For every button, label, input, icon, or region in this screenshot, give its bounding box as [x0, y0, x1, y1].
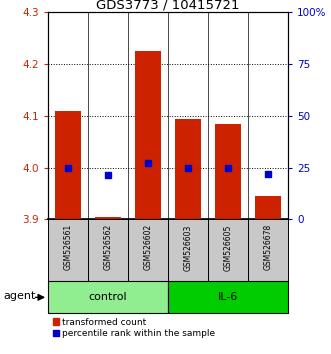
Bar [248, 219, 288, 281]
Bar [215, 124, 241, 219]
Text: GSM526605: GSM526605 [223, 224, 232, 270]
Text: control: control [89, 292, 127, 302]
Text: IL-6: IL-6 [218, 292, 238, 302]
Bar [128, 219, 168, 281]
Text: GSM526561: GSM526561 [64, 224, 72, 270]
Bar [55, 111, 81, 219]
Bar [95, 217, 121, 219]
Bar [175, 119, 201, 219]
Bar [48, 281, 168, 313]
Bar [88, 219, 128, 281]
Text: agent: agent [4, 291, 36, 301]
Text: GSM526562: GSM526562 [104, 224, 113, 270]
Bar [208, 219, 248, 281]
Text: GSM526602: GSM526602 [143, 224, 153, 270]
Bar [168, 281, 288, 313]
Text: GSM526678: GSM526678 [263, 224, 272, 270]
Title: GDS3773 / 10415721: GDS3773 / 10415721 [96, 0, 240, 11]
Bar [48, 219, 88, 281]
Legend: transformed count, percentile rank within the sample: transformed count, percentile rank withi… [53, 318, 215, 338]
Bar [168, 219, 208, 281]
Text: GSM526603: GSM526603 [183, 224, 193, 270]
Bar [135, 51, 161, 219]
Bar [255, 196, 281, 219]
